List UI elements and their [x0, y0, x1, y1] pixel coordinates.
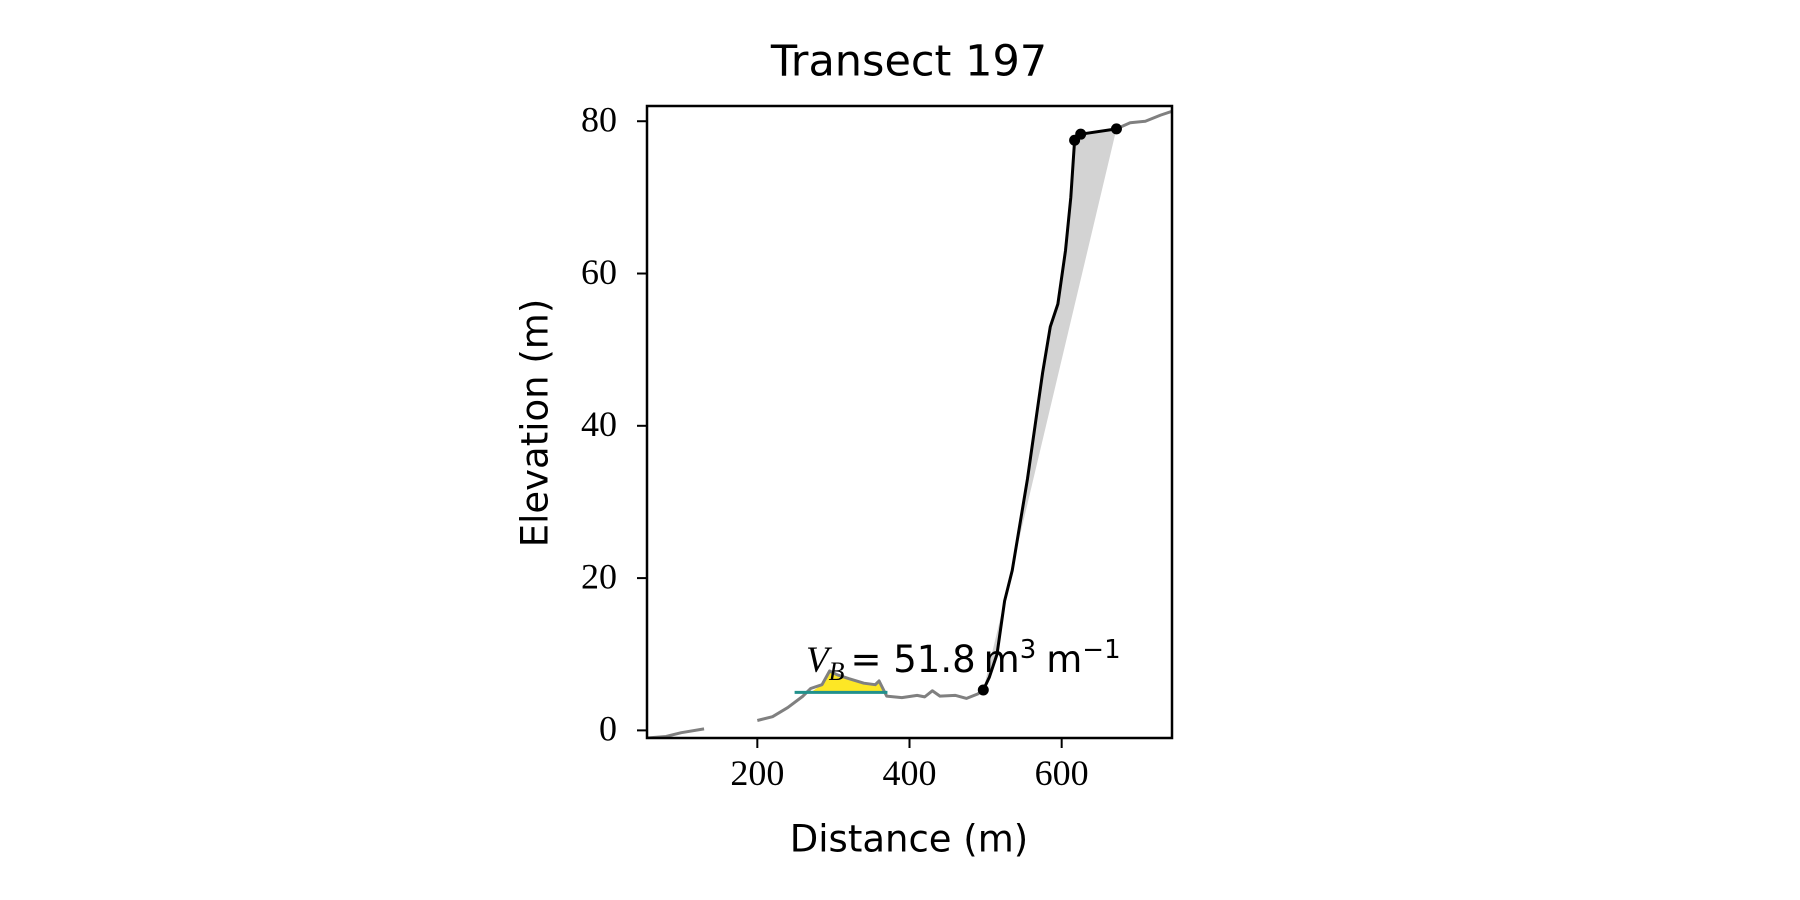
- x-tick-label: 600: [1035, 753, 1089, 793]
- annotation-value: = 51.8: [851, 638, 976, 681]
- y-axis-label: Elevation (m): [514, 299, 557, 548]
- shaded-area: [983, 128, 1117, 691]
- annotation-power: 3: [1020, 635, 1037, 665]
- y-tick-label: 40: [581, 404, 617, 444]
- annotation-symbol: V: [806, 640, 833, 681]
- annotation-unit: m: [984, 638, 1020, 681]
- annotation-power: −1: [1082, 635, 1120, 665]
- chart-title: Transect 197: [770, 37, 1047, 87]
- x-axis-label: Distance (m): [790, 818, 1028, 861]
- axes-frame: [645, 104, 1174, 740]
- y-tick-label: 60: [581, 252, 617, 292]
- annotation: VB = 51.8 m3 m−1: [806, 635, 1121, 686]
- y-tick-label: 80: [581, 99, 617, 139]
- point: [1110, 123, 1122, 135]
- line: [981, 127, 1117, 691]
- point: [1075, 128, 1087, 140]
- axes: 200 400 600 0 20 40 60 80: [581, 99, 1089, 793]
- annotation-subscript: B: [829, 657, 845, 686]
- x-tick-label: 400: [883, 753, 937, 793]
- y-tick-label: 20: [581, 556, 617, 596]
- annotation-unit: m: [1046, 638, 1082, 681]
- shaded-area: [810, 670, 883, 693]
- y-tick-label: 0: [599, 709, 617, 749]
- point: [977, 684, 989, 696]
- x-tick-label: 200: [730, 753, 784, 793]
